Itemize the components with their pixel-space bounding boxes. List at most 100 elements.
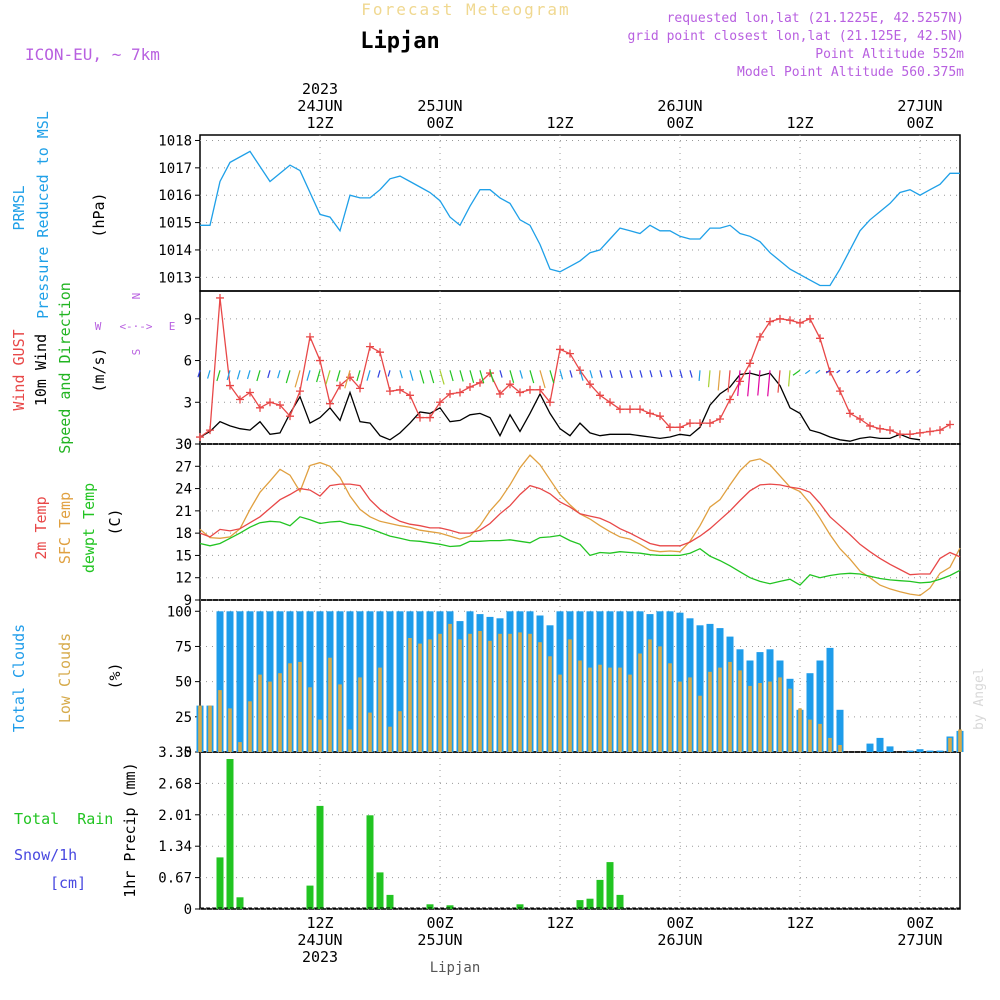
low-clouds-bar	[658, 646, 662, 752]
wind-direction-arrow	[559, 370, 564, 380]
wind-direction-arrow	[499, 370, 503, 378]
wind-direction-arrow	[325, 370, 331, 385]
precip-ytick-label-3: 2.01	[158, 808, 192, 824]
bottom-time-label-5-0: 00Z	[906, 914, 933, 932]
low-clouds-bar	[308, 687, 312, 752]
compass-e: E	[169, 320, 176, 333]
low-clouds-bar	[828, 737, 832, 752]
rain-bar	[226, 759, 234, 909]
top-time-label-3-0: 26JUN	[657, 97, 702, 115]
wind-gust-marker	[916, 428, 924, 437]
rain-bar	[216, 857, 224, 909]
wind-gust-marker	[256, 403, 264, 412]
wind-gust-marker	[866, 421, 874, 430]
wind-direction-arrow	[579, 370, 584, 381]
temp-ytick-label-3: 18	[175, 526, 192, 542]
wind-gust-marker	[316, 356, 324, 365]
top-time-label-1-0: 25JUN	[417, 97, 462, 115]
wind-gust-marker	[796, 318, 804, 327]
pressure-ytick-label-2: 1015	[158, 216, 192, 232]
wind-direction-arrow	[916, 369, 921, 374]
low-clouds-bar	[368, 712, 372, 752]
bottom-time-label-1-1: 25JUN	[417, 931, 462, 949]
bottom-time-label-4-0: 12Z	[786, 914, 813, 932]
wind-direction-arrow	[479, 370, 485, 384]
wind-direction-arrow	[865, 369, 871, 374]
low-clouds-bar	[228, 708, 232, 752]
rain-bar	[576, 900, 584, 909]
wind-gust-marker	[326, 399, 334, 408]
total-clouds-bar	[246, 611, 254, 752]
low-clouds-bar	[478, 631, 482, 752]
rain-bar	[446, 905, 454, 909]
clouds-ytick-label-1: 25	[175, 710, 192, 726]
wind-direction-arrow	[698, 370, 701, 381]
wind-direction-arrow	[886, 369, 891, 374]
wind-ytick-label-1: 3	[184, 395, 192, 411]
wind-direction-arrow	[788, 370, 791, 387]
wind-direction-arrow	[197, 370, 201, 378]
low-clouds-bar	[598, 664, 602, 752]
wind-gust-marker	[346, 373, 354, 382]
wind-gust-marker	[296, 387, 304, 396]
temp-ytick-label-1: 12	[175, 571, 192, 587]
wind-direction-arrow	[846, 369, 851, 374]
wind-gust-marker	[436, 398, 444, 407]
wind-gust-marker	[626, 405, 634, 414]
pressure-panel	[199, 134, 961, 292]
wind-gust-marker	[566, 349, 574, 358]
precip-ytick-label-0: 0	[184, 902, 192, 918]
wind-gust-marker	[276, 401, 284, 410]
wind-unit: (m/s)	[90, 347, 108, 392]
low-clouds-bar	[208, 705, 212, 752]
wind-gust-marker	[226, 381, 234, 390]
wind-direction-arrow	[629, 370, 633, 379]
wind-ytick-label-3: 9	[184, 312, 192, 328]
wind-gust-marker	[846, 409, 854, 418]
low-clouds-bar	[538, 642, 542, 752]
low-clouds-bar	[568, 639, 572, 752]
wind-direction-arrow	[356, 370, 361, 382]
wind-direction-arrow	[609, 370, 613, 379]
low-clouds-bar	[288, 663, 292, 752]
wind-direction-arrow	[649, 370, 653, 378]
low-clouds-bar	[688, 677, 692, 752]
clouds-label-1: Total Clouds	[10, 624, 28, 732]
top-time-label-0-2: 12Z	[306, 114, 333, 132]
model-altitude: Model Point Altitude 560.375m	[737, 65, 964, 80]
wind-direction-arrow	[659, 370, 663, 378]
low-clouds-bar	[448, 623, 452, 752]
wind-direction-arrow	[216, 370, 221, 382]
wind-direction-arrow	[679, 370, 683, 379]
low-clouds-bar	[468, 633, 472, 752]
wind-gust-marker	[786, 316, 794, 325]
wind-direction-arrow	[804, 369, 811, 375]
bottom-time-label-5-1: 27JUN	[897, 931, 942, 949]
wind-direction-arrow	[366, 370, 371, 381]
wind-gust-marker	[556, 345, 564, 354]
low-clouds-bar	[458, 639, 462, 752]
wind-direction-arrow	[246, 370, 251, 380]
clouds-unit: (%)	[106, 662, 124, 689]
total-clouds-bar	[386, 611, 394, 752]
total-clouds-bar	[866, 743, 874, 752]
low-clouds-bar	[398, 711, 402, 752]
low-clouds-bar	[558, 674, 562, 752]
total-clouds-bar	[926, 750, 934, 752]
wind-gust-line	[199, 297, 951, 438]
top-time-label-5-0: 27JUN	[897, 97, 942, 115]
pressure-unit: (hPa)	[90, 192, 108, 237]
low-clouds-bar	[338, 684, 342, 752]
temp-ytick-label-4: 21	[175, 504, 192, 520]
wind-gust-marker	[546, 398, 554, 407]
wind-direction-arrow	[429, 370, 435, 384]
wind-direction-arrow	[409, 370, 414, 381]
low-clouds-bar	[408, 638, 412, 752]
pressure-label-2: Pressure Reduced to MSL	[34, 111, 52, 319]
low-clouds-bar	[318, 719, 322, 752]
wind-gust-marker	[356, 384, 364, 393]
total-clouds-bar	[336, 611, 344, 752]
wind-gust-marker	[836, 387, 844, 396]
rain-bar	[236, 897, 244, 909]
clouds-ytick-label-4: 100	[167, 604, 192, 620]
